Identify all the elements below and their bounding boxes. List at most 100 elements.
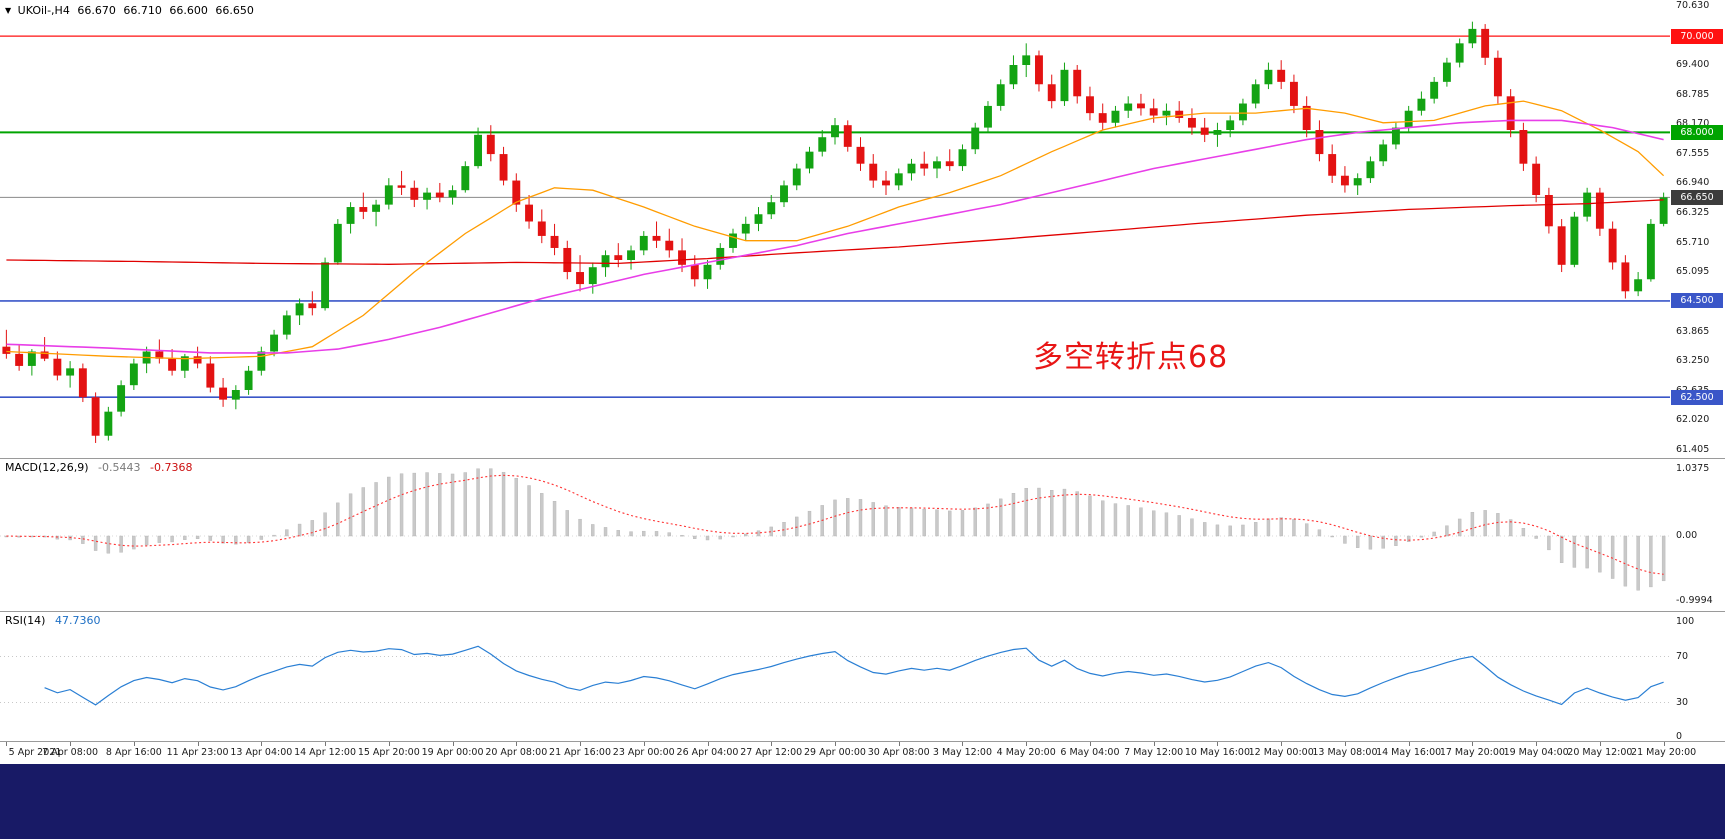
price-axis-label: 61.405 [1676,443,1710,455]
candle [652,221,661,248]
candle [321,257,330,311]
macd-histogram-bar [833,499,837,537]
candle [372,199,381,227]
candle [2,329,11,359]
time-tick [6,742,8,746]
candle-body [754,214,763,224]
macd-histogram-bar [667,532,671,537]
main-chart-canvas[interactable] [0,0,1725,459]
candle-body [563,247,572,273]
candle [104,406,113,441]
candle-body [1366,161,1375,179]
macd-histogram-bar [310,520,315,537]
price-axis-label: 68.785 [1676,88,1710,100]
candle [40,337,49,362]
candle-body [512,180,521,205]
candle-body [295,303,304,316]
candle-body [614,255,623,260]
macd-histogram-bar [450,473,455,537]
time-tick [1472,742,1474,746]
candle [1391,122,1400,150]
macd-histogram-bar [1343,535,1347,544]
time-tick [898,742,900,746]
macd-header: MACD(12,26,9) -0.5443 -0.7368 [5,461,198,474]
macd-histogram-bar [565,510,569,537]
candle [818,130,827,157]
candle-body [1519,130,1528,164]
price-tag: 62.500 [1671,389,1723,405]
candle-body [423,192,432,200]
candle-body [66,368,75,376]
candle-body [1187,117,1196,128]
candle [1162,103,1171,126]
candle [907,158,916,181]
macd-histogram-bar [170,535,174,543]
macd-histogram-bar [973,507,977,537]
candle-body [1621,262,1630,292]
time-tick [261,742,263,746]
candle-body [384,185,393,205]
macd-histogram-bar [336,502,340,537]
macd-histogram-bar [960,510,965,537]
macd-histogram-bar [1241,524,1245,537]
macd-histogram-bar [1598,535,1602,573]
price-axis-label: 62.020 [1676,414,1710,426]
macd-histogram-bar [438,473,442,537]
time-axis-label: 13 May 08:00 [1312,747,1378,758]
candle-body [1009,65,1018,85]
candle [435,182,444,203]
candle [129,358,138,390]
candle-body [155,351,164,359]
candle-body [2,346,11,354]
candle [1047,74,1056,109]
time-axis-label: 8 Apr 16:00 [105,747,162,758]
candle [1213,122,1222,147]
macd-histogram-bar [1139,507,1143,537]
candle [1430,77,1439,104]
candle-body [780,185,788,203]
candle-body [346,207,355,224]
macd-histogram-bar [1317,529,1322,537]
rsi-canvas[interactable] [0,612,1725,741]
candle [1634,272,1643,297]
macd-histogram-bar [552,501,557,537]
candle [882,170,890,195]
macd-canvas[interactable] [0,459,1725,611]
candle [91,392,100,443]
candle [754,207,763,232]
price-axis-label: 66.940 [1676,177,1710,189]
time-tick [643,742,645,746]
macd-histogram-bar [1152,510,1156,537]
candle [180,353,189,378]
macd-histogram-bar [744,533,748,537]
ohlc-close-value: 66.650 [215,4,254,17]
candle [397,170,406,195]
macd-histogram-bar [1508,519,1513,537]
time-axis[interactable]: 5 Apr 2021 7 Apr 08:00 8 Apr 16:00 11 Apr 2… [0,742,1725,764]
candle [1149,98,1158,123]
candle [639,231,648,256]
macd-histogram-bar [1547,535,1551,551]
candle [384,178,393,210]
candle-body [1060,69,1069,102]
candle [1621,255,1630,299]
candle-body [1022,55,1031,65]
candle-body [1353,178,1362,186]
candle-body [448,190,457,198]
candle-body [1430,81,1439,99]
macd-histogram-bar [948,510,952,537]
candle [550,223,559,256]
time-tick [70,742,72,746]
candle [716,243,725,270]
candle-body [1315,130,1324,155]
macd-axis-label: 0.00 [1676,530,1698,541]
macd-histogram-bar [680,534,684,537]
macd-histogram-bar [208,535,213,541]
candle [1073,65,1082,104]
candle [1379,139,1388,167]
candle-body [1073,69,1082,97]
macd-histogram-bar [463,472,468,537]
macd-histogram-bar [731,535,735,538]
candle [1493,50,1502,104]
macd-histogram-bar [935,509,939,537]
